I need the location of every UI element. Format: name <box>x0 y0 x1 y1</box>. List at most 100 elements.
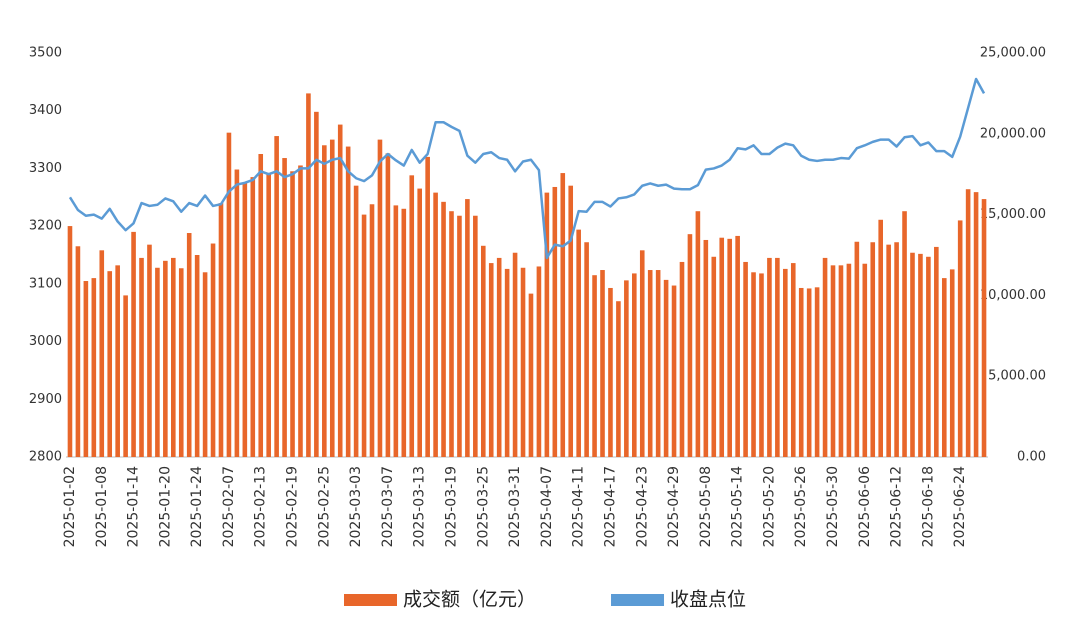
bar <box>123 295 128 457</box>
bar <box>67 226 73 457</box>
bar <box>139 257 144 457</box>
bar <box>512 252 518 457</box>
bar <box>417 188 422 457</box>
bar <box>409 175 415 457</box>
x-tick-label: 2025-01-02 <box>62 466 78 547</box>
bar <box>894 242 899 457</box>
bar <box>806 288 812 457</box>
x-tick-label: 2025-05-20 <box>761 466 777 547</box>
bar <box>902 211 907 457</box>
bar <box>361 214 367 457</box>
bar <box>759 273 764 457</box>
bar <box>711 256 717 457</box>
bar <box>973 192 979 457</box>
y2-tick-label: 25,000.00 <box>980 46 1046 61</box>
bar <box>846 263 852 457</box>
bar <box>266 173 271 458</box>
bar <box>719 237 725 457</box>
bar <box>194 255 200 457</box>
bar <box>155 267 160 457</box>
bar <box>314 111 319 458</box>
bar <box>965 189 971 457</box>
x-tick-label: 2025-02-19 <box>285 466 301 547</box>
bar <box>131 231 136 457</box>
y-tick-label: 2800 <box>29 450 62 465</box>
bar <box>457 215 462 457</box>
bar <box>862 263 868 457</box>
y-tick-label: 3000 <box>29 334 62 349</box>
bar <box>624 280 629 457</box>
x-tick-label: 2025-03-07 <box>380 466 396 547</box>
bar <box>552 186 558 457</box>
bar <box>210 243 216 457</box>
bar <box>528 293 534 457</box>
y2-tick-label: 10,000.00 <box>980 288 1046 303</box>
bar <box>274 136 279 458</box>
bar <box>616 301 621 457</box>
bar <box>918 253 923 457</box>
bar <box>695 211 701 457</box>
bar <box>790 263 796 457</box>
bar <box>934 246 939 457</box>
x-tick-label: 2025-01-08 <box>94 466 110 547</box>
bar <box>560 173 566 458</box>
bar <box>878 219 883 457</box>
bar <box>830 265 836 457</box>
legend-swatch <box>611 594 665 606</box>
x-tick-label: 2025-05-26 <box>793 466 809 547</box>
bar <box>632 273 637 457</box>
y-tick-label: 3200 <box>29 219 62 234</box>
bar <box>663 279 669 457</box>
x-tick-label: 2025-04-29 <box>666 466 682 547</box>
x-tick-label: 2025-02-13 <box>253 466 269 547</box>
bar <box>202 272 208 457</box>
bar <box>226 132 232 457</box>
line <box>68 77 986 260</box>
bar <box>727 238 732 457</box>
bar <box>433 192 438 457</box>
x-tick-label: 2025-04-23 <box>634 466 650 547</box>
x-tick-label: 2025-03-31 <box>507 466 523 547</box>
bar <box>290 171 295 457</box>
bar <box>798 287 804 457</box>
x-tick-label: 2025-01-20 <box>157 466 173 547</box>
bar <box>743 261 748 457</box>
bar <box>322 145 327 457</box>
bar <box>655 270 661 457</box>
bar <box>99 250 105 457</box>
bar <box>171 257 176 457</box>
x-tick-label: 2025-03-03 <box>348 466 364 547</box>
bar <box>600 270 605 457</box>
bar <box>822 257 828 457</box>
bar <box>234 169 240 457</box>
x-tick-label: 2025-03-13 <box>412 466 428 547</box>
bar <box>473 215 478 457</box>
bar <box>592 275 597 457</box>
x-tick-label: 2025-04-17 <box>602 466 618 547</box>
bar <box>870 242 876 457</box>
bar <box>107 271 113 457</box>
bar <box>957 220 963 457</box>
bar <box>282 158 287 458</box>
bar <box>735 235 740 457</box>
bar <box>520 267 526 457</box>
bar <box>465 199 470 457</box>
bar <box>576 229 581 457</box>
bar <box>910 252 915 457</box>
y-tick-label: 3500 <box>29 46 62 61</box>
bar <box>186 233 192 457</box>
bar <box>369 204 375 457</box>
bar <box>91 278 97 457</box>
x-tick-label: 2025-06-18 <box>920 466 936 547</box>
y-tick-label: 2900 <box>29 392 62 407</box>
x-tick-label: 2025-06-24 <box>952 466 968 547</box>
bar <box>679 261 685 457</box>
x-tick-label: 2025-05-30 <box>825 466 841 547</box>
bar <box>854 241 860 457</box>
bar <box>178 268 184 457</box>
bar <box>639 250 645 457</box>
bar <box>401 208 407 457</box>
bar <box>337 124 343 457</box>
bar <box>163 260 168 457</box>
